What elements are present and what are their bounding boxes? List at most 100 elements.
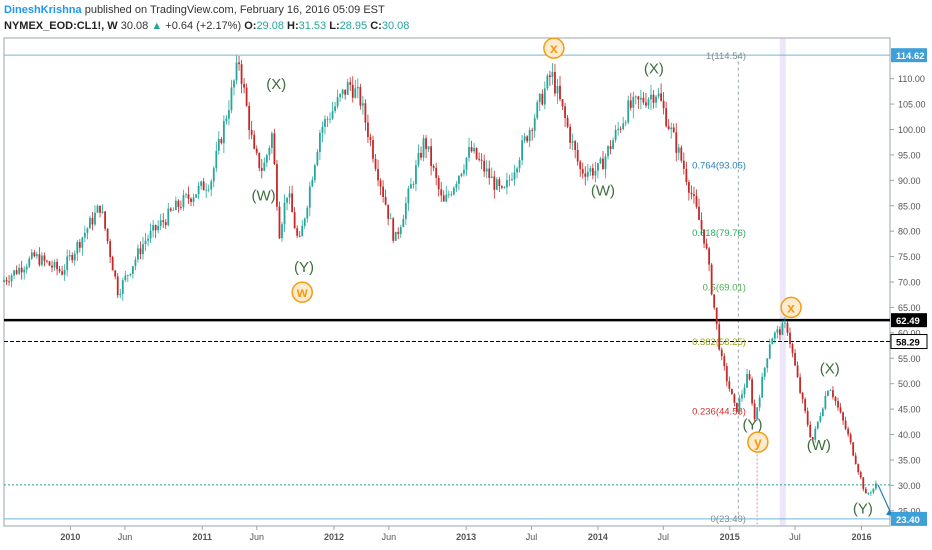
candle-body — [574, 141, 577, 151]
chart-header: DineshKrishna published on TradingView.c… — [4, 0, 924, 36]
candle-body — [104, 211, 106, 229]
candle-body — [718, 324, 721, 350]
candle-body — [639, 97, 642, 100]
candle-body — [602, 158, 604, 170]
candle-body — [839, 407, 842, 413]
candle-body — [177, 200, 180, 207]
candle-body — [781, 323, 784, 335]
wave-label: (X) — [820, 361, 840, 378]
candle-body — [51, 265, 53, 268]
fib-level-label: 0.764(93.05) — [692, 160, 746, 171]
candle-body — [278, 206, 281, 239]
candle-body — [23, 269, 26, 273]
wave-label: (W) — [591, 183, 615, 200]
candle-body — [503, 187, 506, 189]
open-label: O: — [244, 20, 257, 32]
candle-body — [225, 118, 228, 122]
author-link[interactable]: DineshKrishna — [4, 4, 82, 16]
change-value: +0.64 (+2.17%) — [165, 20, 242, 32]
candle-body — [326, 118, 329, 120]
candle-body — [816, 421, 819, 429]
x-tick-label: 2016 — [851, 532, 871, 542]
candle-body — [829, 390, 832, 392]
candle-body — [703, 229, 705, 244]
candle-body — [205, 189, 208, 191]
candle-body — [693, 194, 695, 196]
candle-body — [700, 219, 703, 230]
candle-body — [842, 412, 844, 421]
candle-body — [821, 408, 824, 417]
x-tick-label: Jun — [249, 532, 264, 542]
close-value: 30.08 — [381, 20, 410, 32]
symbol-name[interactable]: NYMEX_EOD:CL1!, W — [4, 20, 118, 32]
candle-body — [857, 464, 860, 473]
candle-body — [5, 280, 8, 282]
candle-body — [748, 374, 751, 380]
candle-body — [778, 329, 781, 335]
candle-body — [450, 194, 453, 196]
y-tick-label: 65.00 — [898, 303, 921, 313]
candle-body — [715, 307, 718, 325]
candle-body — [238, 62, 240, 65]
candle-body — [253, 134, 256, 149]
price-label: 23.40 — [896, 515, 920, 526]
candle-body — [723, 356, 726, 367]
candle-body — [172, 209, 175, 211]
candle-body — [814, 428, 817, 440]
candle-body — [657, 93, 660, 97]
candle-body — [81, 237, 84, 248]
y-tick-label: 60.00 — [898, 328, 921, 338]
candle-body — [291, 193, 294, 213]
candle-body — [761, 376, 764, 398]
candle-body — [571, 141, 574, 143]
candle-body — [240, 64, 243, 84]
candle-body — [415, 165, 417, 185]
candle-body — [283, 202, 286, 225]
candle-body — [212, 168, 215, 182]
symbol-line: NYMEX_EOD:CL1!, W 30.08 ▲ +0.64 (+2.17%)… — [4, 20, 409, 32]
fib-level-label: 0.5(69.01) — [703, 283, 746, 294]
candle-body — [475, 147, 478, 159]
candle-body — [18, 267, 21, 274]
candle-body — [579, 161, 582, 170]
y-tick-label: 80.00 — [898, 227, 921, 237]
candle-body — [56, 261, 58, 270]
candle-body — [594, 170, 597, 176]
candle-body — [131, 266, 134, 274]
candle-body — [210, 181, 213, 190]
candle-body — [311, 179, 314, 187]
candle-body — [824, 395, 827, 409]
candle-body — [513, 172, 516, 180]
candle-body — [682, 160, 685, 169]
candle-body — [308, 186, 311, 208]
candle-body — [799, 377, 802, 393]
circle-wave-marker — [543, 37, 565, 59]
candle-body — [339, 94, 342, 98]
candle-body — [599, 158, 602, 164]
candle-body — [619, 128, 622, 130]
low-label: L: — [329, 20, 340, 32]
price-chart[interactable]: 25.00 30.00 35.00 40.00 45.00 50.00 55.00 60.00… — [0, 36, 932, 550]
price-label-box — [891, 313, 927, 328]
candle-body — [33, 252, 36, 257]
candle-body — [270, 133, 273, 148]
candle-body — [180, 206, 182, 208]
wave-label: (W) — [252, 188, 276, 205]
candle-body — [473, 147, 475, 152]
candle-body — [190, 198, 192, 202]
x-tick-label: Jun — [118, 532, 133, 542]
x-tick-label: Jul — [526, 532, 538, 542]
candle-body — [359, 87, 362, 106]
x-tick-label: 2011 — [192, 532, 212, 542]
open-value: 29.08 — [256, 20, 284, 32]
candle-body — [162, 220, 165, 223]
candle-body — [624, 122, 627, 124]
candle-body — [377, 168, 379, 181]
candle-body — [675, 132, 678, 153]
candle-body — [10, 275, 13, 282]
candle-body — [250, 130, 253, 135]
candle-body — [768, 344, 771, 359]
candle-body — [710, 264, 713, 295]
candle-body — [470, 146, 473, 152]
candle-body — [604, 156, 607, 170]
